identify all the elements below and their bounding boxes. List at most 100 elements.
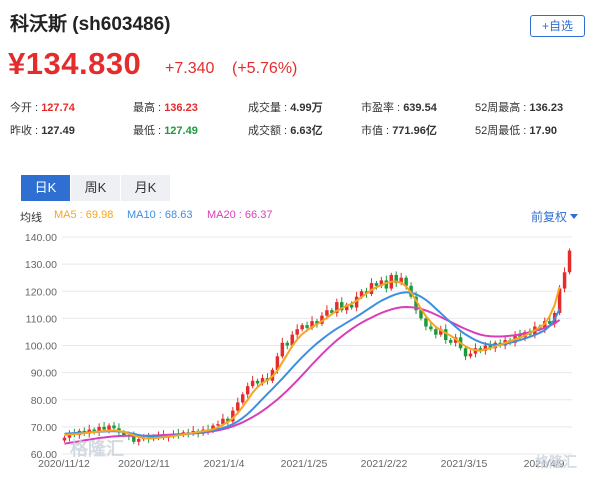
stat-open-label: 今开 : [10, 102, 39, 114]
candle-body [221, 418, 225, 425]
x-tick-label: 2021/1/4 [204, 458, 245, 470]
candle-body [354, 296, 359, 308]
candle-body [340, 302, 344, 311]
candle-body [518, 334, 522, 338]
stat-52w-low-label: 52周最低 : [475, 125, 527, 137]
stat-high-value: 136.23 [164, 102, 198, 114]
candle-body [379, 280, 384, 286]
ma20-value: MA20 : 66.37 [207, 209, 273, 221]
y-tick-label: 120.00 [25, 286, 57, 298]
ma10-value: MA10 : 68.63 [127, 209, 193, 221]
stat-market-cap-label: 市值 : [361, 125, 390, 137]
candle-body [414, 296, 418, 311]
candle-body [236, 402, 240, 411]
tab-weekly-k[interactable]: 周K [71, 175, 120, 201]
candle-body [478, 348, 483, 351]
candle-body [320, 315, 324, 324]
candle-body [567, 250, 572, 273]
candle-body [344, 304, 349, 311]
stat-pe: 市盈率 : 639.54 [361, 99, 437, 115]
stat-52w-high: 52周最高 : 136.23 [475, 99, 563, 115]
candle-body [92, 429, 96, 433]
stat-market-cap: 市值 : 771.96亿 [361, 122, 437, 138]
stat-pe-label: 市盈率 : [361, 102, 401, 114]
candle-body [107, 425, 111, 430]
x-tick-label: 2021/3/15 [441, 458, 488, 470]
price-change: +7.340 [165, 60, 215, 77]
stat-open: 今开 : 127.74 [10, 99, 75, 115]
stat-turnover: 成交额 : 6.63亿 [248, 122, 323, 138]
candle-body [290, 334, 294, 346]
x-tick-label: 2021/4/9 [524, 458, 565, 470]
stat-low-label: 最低 : [133, 125, 162, 137]
candle-body [231, 410, 235, 422]
x-tick-label: 2020/12/11 [118, 458, 170, 470]
candle-body [335, 302, 339, 313]
candle-body [137, 439, 141, 442]
candle-body [275, 356, 280, 370]
x-tick-label: 2020/11/12 [38, 458, 90, 470]
candle-body [300, 325, 304, 330]
candle-body [399, 277, 403, 284]
stat-52w-high-value: 136.23 [529, 102, 564, 114]
price-change-percent: (+5.76%) [232, 60, 298, 77]
x-tick-label: 2021/2/22 [361, 458, 408, 470]
candle-body [315, 321, 319, 324]
candle-body [394, 274, 398, 284]
candle-body [310, 321, 314, 328]
candle-body [132, 436, 136, 442]
watermark-logo: 格隆汇 [70, 439, 124, 459]
candle-body [444, 329, 448, 341]
candle-body [97, 426, 101, 433]
y-tick-label: 80.00 [31, 395, 57, 407]
stat-volume: 成交量 : 4.99万 [248, 99, 323, 115]
stat-market-cap-value: 771.96亿 [392, 125, 437, 137]
candle-body [280, 342, 285, 357]
stat-high-label: 最高 : [133, 102, 162, 114]
y-tick-label: 60.00 [31, 449, 57, 461]
candle-body [439, 329, 443, 335]
tab-daily-k[interactable]: 日K [21, 175, 70, 201]
kline-chart[interactable]: 140.00 130.00 120.00 110.00 100.00 90.00 80.00… [0, 227, 594, 479]
tab-monthly-k[interactable]: 月K [121, 175, 170, 201]
candle-body [429, 326, 433, 330]
candle-body [562, 272, 567, 289]
stat-low-value: 127.49 [164, 125, 198, 137]
candle-body [359, 291, 364, 297]
candle-body [374, 283, 379, 286]
add-watchlist-button[interactable]: +自选 [530, 15, 585, 37]
stat-prev-close: 昨收 : 127.49 [10, 122, 75, 138]
candle-body [349, 304, 354, 308]
stat-turnover-value: 6.63亿 [290, 125, 323, 137]
y-tick-label: 90.00 [31, 368, 57, 380]
candle-body [240, 394, 245, 403]
candle-body [216, 424, 220, 426]
chevron-down-icon [570, 214, 579, 219]
candle-body [448, 340, 453, 343]
candle-body [369, 283, 374, 294]
candle-body [463, 348, 468, 357]
current-price: ¥134.830 [8, 46, 142, 81]
candle-body [557, 288, 562, 313]
candle-body [285, 342, 290, 346]
candle-body [305, 325, 309, 328]
candle-body [62, 437, 67, 441]
stat-low: 最低 : 127.49 [133, 122, 198, 138]
stat-52w-low-value: 17.90 [529, 125, 557, 137]
candle-body [112, 425, 116, 429]
ma5-line [64, 280, 561, 440]
candle-body [434, 329, 438, 335]
candle-body [295, 329, 299, 335]
candle-body [483, 345, 488, 351]
candle-body [330, 310, 334, 313]
candle-body [226, 418, 230, 422]
price-adjust-dropdown[interactable]: 前复权 [531, 208, 579, 225]
candle-body [255, 380, 260, 384]
stat-52w-high-label: 52周最高 : [475, 102, 527, 114]
candle-body [404, 277, 408, 286]
stat-turnover-label: 成交额 : [248, 125, 288, 137]
candle-body [468, 353, 473, 357]
y-tick-label: 100.00 [25, 341, 57, 353]
stat-open-value: 127.74 [41, 102, 75, 114]
y-tick-label: 110.00 [26, 313, 57, 325]
